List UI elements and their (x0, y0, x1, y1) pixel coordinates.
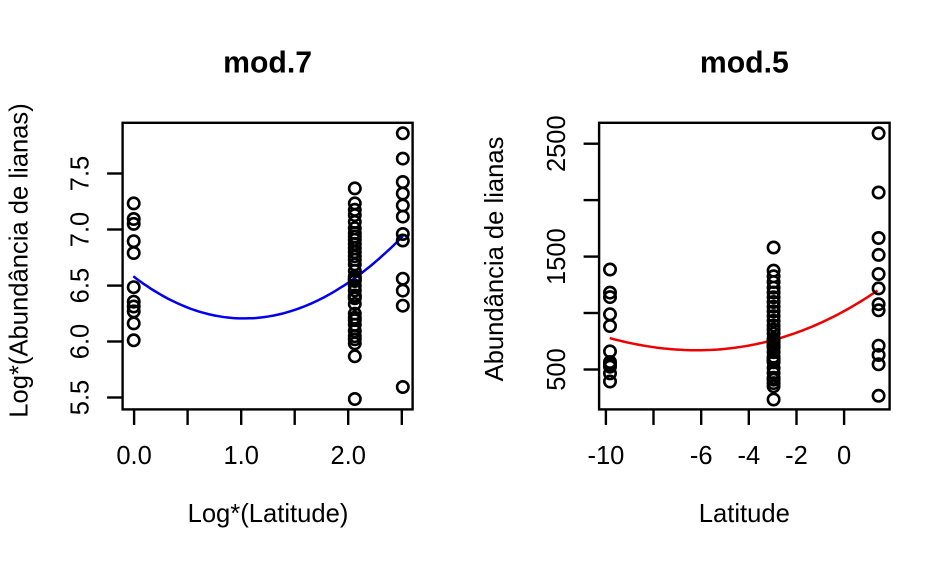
svg-text:6.0: 6.0 (66, 324, 94, 359)
svg-text:mod.7: mod.7 (223, 47, 312, 80)
svg-text:7.0: 7.0 (66, 212, 94, 247)
svg-text:1.0: 1.0 (223, 442, 258, 470)
svg-text:-6: -6 (690, 442, 713, 470)
svg-text:Log*(Latitude): Log*(Latitude) (188, 500, 349, 528)
svg-text:Latitude: Latitude (699, 500, 790, 528)
svg-text:-10: -10 (587, 442, 624, 470)
svg-text:2.0: 2.0 (330, 442, 365, 470)
svg-text:mod.5: mod.5 (700, 47, 789, 80)
svg-text:1500: 1500 (543, 228, 571, 285)
svg-text:Abundância de lianas: Abundância de lianas (481, 137, 509, 382)
svg-text:0.0: 0.0 (116, 442, 151, 470)
svg-text:7.5: 7.5 (66, 156, 94, 191)
svg-text:-2: -2 (785, 442, 808, 470)
svg-text:2500: 2500 (543, 115, 571, 172)
svg-text:Log*(Abundância de lianas): Log*(Abundância de lianas) (6, 103, 34, 417)
svg-text:0: 0 (837, 442, 851, 470)
svg-text:-4: -4 (737, 442, 760, 470)
svg-text:500: 500 (543, 348, 571, 391)
svg-text:6.5: 6.5 (66, 268, 94, 303)
svg-text:5.5: 5.5 (66, 380, 94, 415)
